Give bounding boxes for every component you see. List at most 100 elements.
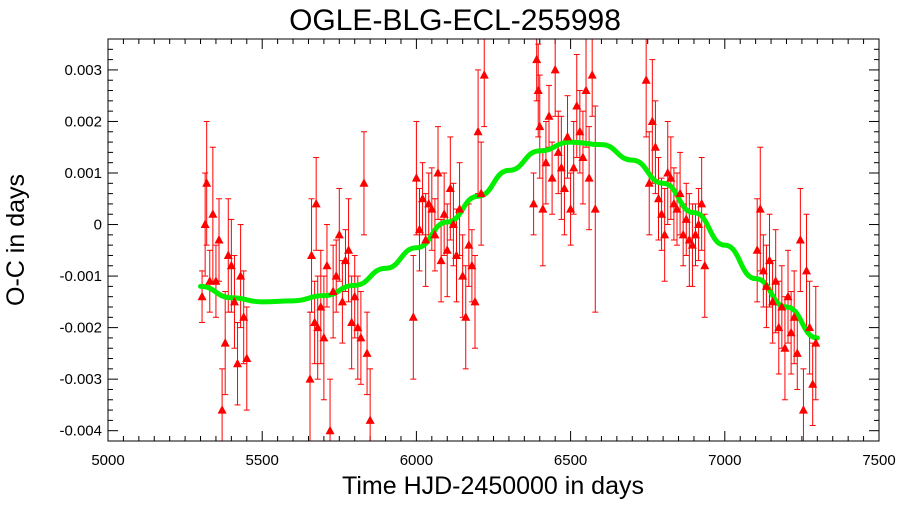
data-point	[700, 260, 710, 270]
data-point	[242, 353, 252, 363]
x-tick-label: 6000	[400, 452, 433, 469]
data-point	[365, 415, 375, 424]
data-point	[313, 322, 323, 332]
data-point	[353, 322, 363, 332]
fit-curve	[198, 139, 820, 341]
y-tick-label: 0	[94, 217, 102, 234]
data-point	[307, 250, 317, 259]
data-point	[347, 317, 357, 326]
data-point	[445, 183, 455, 192]
data-point	[771, 276, 781, 285]
data-point	[556, 162, 566, 172]
data-point	[761, 281, 771, 290]
y-tick-label: -0.002	[59, 320, 102, 337]
data-point	[458, 271, 468, 280]
data-point	[566, 204, 576, 213]
data-point	[239, 312, 249, 321]
data-point	[476, 188, 486, 198]
data-point	[578, 152, 588, 162]
data-point	[229, 296, 239, 306]
data-point	[672, 204, 682, 213]
data-point	[777, 302, 787, 311]
data-point	[792, 348, 802, 357]
data-point	[334, 229, 344, 239]
data-point	[433, 168, 443, 177]
data-point	[541, 157, 551, 167]
data-point	[569, 162, 579, 172]
data-point	[411, 173, 421, 182]
data-point	[319, 332, 329, 342]
data-point	[653, 193, 663, 203]
data-point	[350, 291, 360, 301]
data-point	[798, 405, 808, 414]
data-point	[811, 338, 821, 347]
data-point	[538, 204, 548, 213]
data-point	[547, 173, 557, 182]
data-point	[808, 379, 818, 388]
data-point	[669, 198, 679, 208]
data-point	[529, 198, 539, 208]
data-point	[223, 250, 233, 259]
data-point	[217, 405, 227, 414]
data-point	[544, 111, 554, 120]
data-point	[356, 332, 366, 342]
data-point	[427, 204, 437, 213]
data-point	[563, 131, 573, 141]
data-point	[236, 271, 246, 280]
data-point	[532, 54, 542, 64]
data-point	[430, 229, 440, 239]
data-point	[442, 245, 452, 254]
data-point	[436, 255, 446, 265]
data-point	[789, 312, 799, 321]
data-point	[455, 204, 465, 213]
data-point	[464, 240, 474, 249]
chart-title: OGLE-BLG-ECL-255998	[289, 4, 621, 37]
data-point	[765, 255, 775, 265]
y-tick-label: 0.002	[64, 113, 102, 130]
data-point	[328, 286, 338, 296]
data-point	[233, 358, 243, 368]
x-tick-label: 6500	[554, 452, 587, 469]
data-point	[697, 198, 707, 208]
data-point	[805, 322, 815, 332]
data-point	[439, 209, 449, 218]
data-point	[666, 173, 676, 182]
data-point	[310, 317, 320, 326]
data-point	[344, 245, 354, 254]
data-point	[650, 142, 660, 151]
data-point	[362, 348, 372, 357]
data-point	[461, 312, 471, 321]
y-tick-label: 0.003	[64, 62, 102, 79]
data-point	[220, 338, 230, 347]
data-point	[802, 265, 812, 275]
error-bars-group	[199, 39, 819, 441]
data-points-group	[197, 54, 821, 435]
data-point	[575, 126, 585, 136]
data-point	[205, 276, 215, 285]
data-point	[535, 121, 545, 131]
data-point	[687, 240, 697, 249]
data-point	[467, 260, 477, 270]
data-point	[783, 291, 793, 301]
data-point	[581, 85, 591, 95]
data-point	[758, 265, 768, 275]
data-point	[572, 101, 582, 110]
data-point	[768, 296, 778, 306]
data-point	[678, 229, 688, 239]
data-point	[587, 70, 597, 79]
data-point	[208, 209, 218, 218]
data-point	[311, 198, 321, 208]
data-point	[340, 255, 350, 265]
data-point	[305, 374, 315, 383]
y-tick-label: 0.001	[64, 165, 102, 182]
data-point	[197, 291, 207, 301]
data-point	[448, 219, 458, 229]
x-axis-label: Time HJD-2450000 in days	[342, 472, 644, 500]
data-point	[202, 178, 212, 187]
data-point	[752, 245, 762, 254]
data-point	[470, 296, 480, 306]
data-point	[421, 235, 431, 244]
y-tick-label: -0.001	[59, 268, 102, 285]
